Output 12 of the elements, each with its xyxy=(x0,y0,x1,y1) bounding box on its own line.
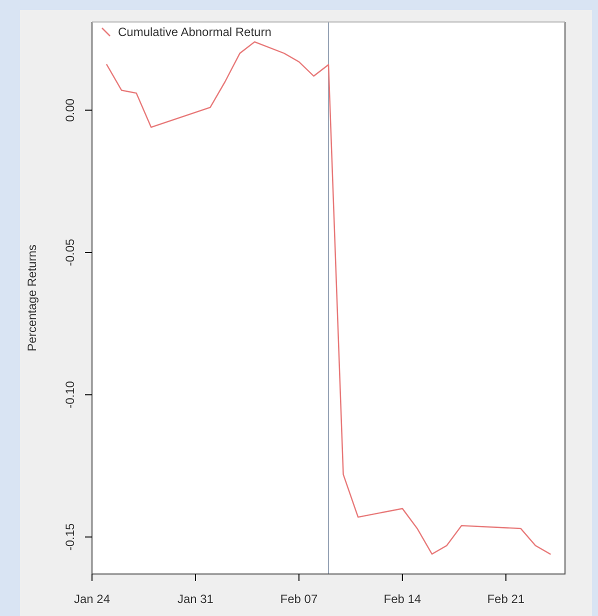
line-series xyxy=(106,41,551,555)
legend-label: Cumulative Abnormal Return xyxy=(118,25,272,39)
y-axis-title: Percentage Returns xyxy=(25,244,39,352)
y-tick-label: 0.00 xyxy=(63,98,77,122)
x-tick-label: Feb 21 xyxy=(487,592,525,606)
y-tick-label: -0.05 xyxy=(63,238,77,266)
y-tick-label: -0.10 xyxy=(63,380,77,408)
x-tick-label: Feb 07 xyxy=(280,592,318,606)
x-tick-label: Jan 31 xyxy=(177,592,214,606)
x-tick-label: Feb 14 xyxy=(384,592,422,606)
x-tick-label: Jan 24 xyxy=(74,592,110,606)
y-tick-label: -0.15 xyxy=(63,523,77,551)
